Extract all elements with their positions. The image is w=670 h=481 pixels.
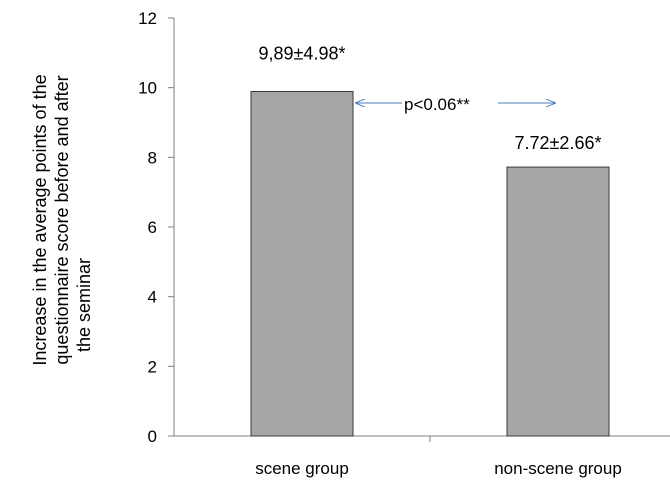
data-label: 7.72±2.66* bbox=[515, 133, 602, 153]
significance-annotation: p<0.06** bbox=[404, 95, 470, 114]
plot-area: 0 2 4 6 8 10 12 scene group 9,89±4.98* non-scene … bbox=[138, 9, 670, 478]
y-axis-label-line-2: questionnaire score before and after bbox=[52, 75, 72, 364]
y-tick-label: 2 bbox=[148, 357, 157, 376]
y-tick-label: 0 bbox=[148, 427, 157, 446]
y-tick-label: 4 bbox=[148, 288, 157, 307]
bar bbox=[506, 166, 610, 437]
bar bbox=[250, 90, 354, 437]
y-tick-label: 8 bbox=[148, 148, 157, 167]
y-tick-label: 6 bbox=[148, 218, 157, 237]
y-axis-label-line-3: the seminar bbox=[74, 258, 94, 352]
y-tick-label: 12 bbox=[138, 9, 157, 28]
x-category-label: non-scene group bbox=[494, 459, 622, 478]
y-tick-label: 10 bbox=[138, 79, 157, 98]
x-category-label: scene group bbox=[255, 459, 349, 478]
data-label: 9,89±4.98* bbox=[259, 43, 346, 63]
y-axis-label: Increase in the average points of the qu… bbox=[30, 74, 94, 365]
y-axis-label-line-1: Increase in the average points of the bbox=[30, 74, 50, 365]
